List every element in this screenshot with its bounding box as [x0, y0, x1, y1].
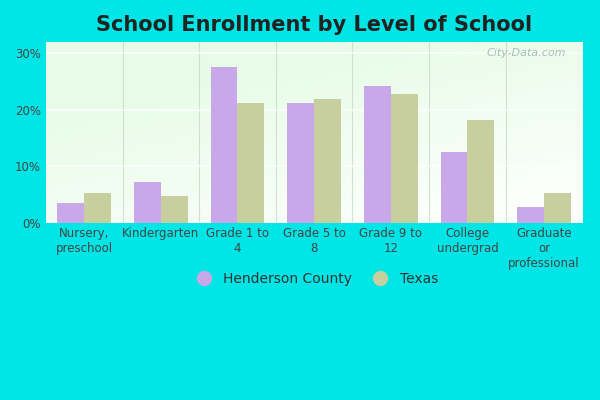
- Bar: [314, 98, 341, 222]
- Bar: [161, 196, 188, 222]
- Bar: [517, 207, 544, 222]
- Legend: Henderson County, Texas: Henderson County, Texas: [185, 266, 443, 292]
- Bar: [364, 86, 391, 222]
- Bar: [440, 152, 467, 222]
- Bar: [287, 103, 314, 222]
- Bar: [391, 94, 418, 222]
- Bar: [467, 120, 494, 222]
- Bar: [544, 193, 571, 222]
- Bar: [58, 203, 84, 222]
- Title: School Enrollment by Level of School: School Enrollment by Level of School: [96, 15, 532, 35]
- Bar: [211, 68, 238, 222]
- Bar: [238, 103, 265, 222]
- Bar: [134, 182, 161, 222]
- Bar: [84, 193, 111, 222]
- Text: City-Data.com: City-Data.com: [487, 48, 566, 58]
